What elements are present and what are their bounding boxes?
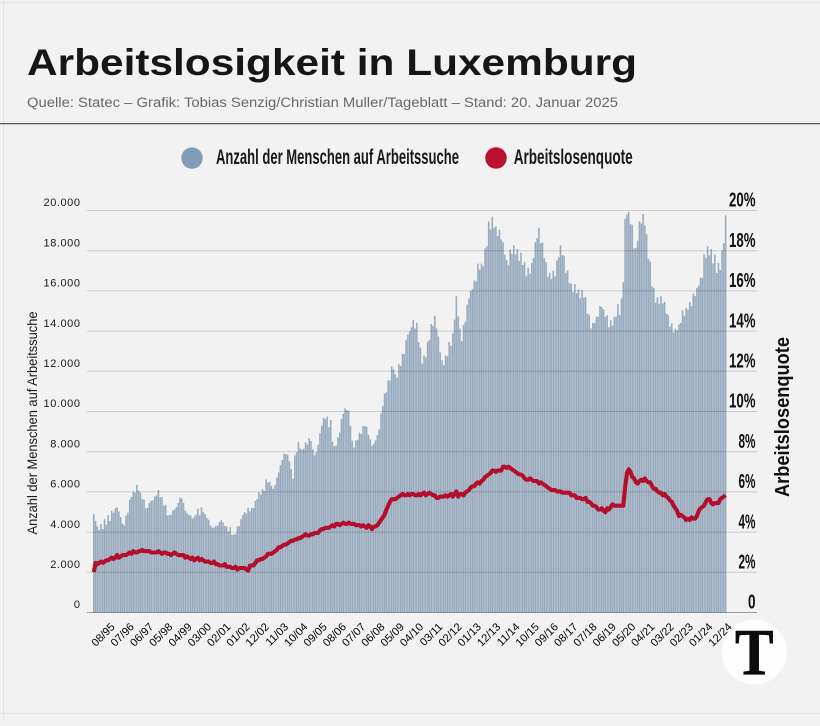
svg-text:18.000: 18.000 [44, 237, 81, 249]
svg-text:12.000: 12.000 [44, 358, 81, 370]
svg-text:20.000: 20.000 [44, 197, 81, 209]
svg-text:18%: 18% [729, 230, 756, 252]
svg-text:Arbeitslosigkeit in Luxemburg: Arbeitslosigkeit in Luxemburg [27, 42, 637, 83]
svg-text:0: 0 [74, 599, 81, 611]
svg-text:Anzahl der Menschen auf Arbeit: Anzahl der Menschen auf Arbeitssuche [216, 146, 459, 169]
svg-text:8%: 8% [739, 431, 756, 453]
svg-text:16%: 16% [729, 270, 756, 292]
svg-text:Anzahl der Menschen auf Arbeit: Anzahl der Menschen auf Arbeitssuche [24, 311, 40, 534]
svg-text:2%: 2% [739, 552, 756, 574]
svg-text:8.000: 8.000 [50, 438, 80, 450]
svg-text:12%: 12% [729, 351, 756, 373]
svg-text:Arbeitslosenquote: Arbeitslosenquote [514, 146, 633, 169]
svg-text:6%: 6% [739, 471, 756, 493]
svg-text:2.000: 2.000 [50, 559, 80, 571]
svg-text:10.000: 10.000 [44, 398, 81, 410]
svg-text:10%: 10% [729, 391, 756, 413]
svg-text:6.000: 6.000 [50, 479, 80, 491]
svg-text:Quelle: Statec – Grafik: Tobia: Quelle: Statec – Grafik: Tobias Senzig/C… [27, 95, 618, 110]
svg-text:0: 0 [748, 592, 756, 614]
svg-text:14.000: 14.000 [44, 318, 81, 330]
svg-text:20%: 20% [729, 190, 756, 212]
svg-text:4.000: 4.000 [50, 519, 80, 531]
svg-text:T: T [735, 616, 774, 689]
svg-text:16.000: 16.000 [44, 278, 81, 290]
svg-text:14%: 14% [729, 310, 756, 332]
svg-text:4%: 4% [739, 511, 756, 533]
svg-text:Arbeitslosenquote: Arbeitslosenquote [772, 337, 794, 497]
